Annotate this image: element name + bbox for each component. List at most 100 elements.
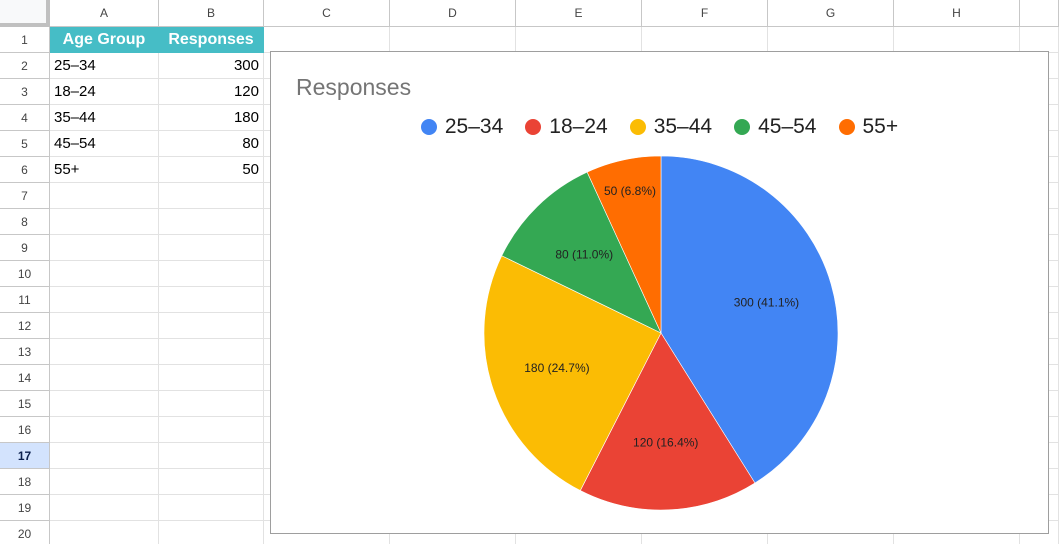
cell-b15[interactable] <box>159 391 264 417</box>
cell-b11[interactable] <box>159 287 264 313</box>
cell-b5[interactable]: 80 <box>159 131 264 157</box>
pie-slice-35-44[interactable] <box>483 255 662 491</box>
cell-i1[interactable] <box>1020 27 1059 53</box>
legend-item[interactable]: 18–24 <box>525 115 608 139</box>
pie-slice-25-34[interactable] <box>660 155 839 484</box>
cell-a19[interactable] <box>50 495 159 521</box>
slice-data-label: 300 (41.1%) <box>734 296 799 310</box>
column-header-a[interactable]: A <box>50 0 159 27</box>
pie-slice-18-24[interactable] <box>579 332 756 511</box>
row-header-7[interactable]: 7 <box>0 183 50 209</box>
legend-item[interactable]: 25–34 <box>420 115 504 139</box>
row-header-6[interactable]: 6 <box>0 157 50 183</box>
slice-data-label: 180 (24.7%) <box>524 361 589 375</box>
cell-a17[interactable] <box>50 443 159 469</box>
pie-chart[interactable]: Responses 25–34 18–24 35–44 45–54 55+ 300 (4… <box>270 51 1049 534</box>
column-header-d[interactable]: D <box>390 0 516 27</box>
cell-b2[interactable]: 300 <box>159 53 264 79</box>
row-header-9[interactable]: 9 <box>0 235 50 261</box>
cell-e1[interactable] <box>516 27 642 53</box>
cell-a11[interactable] <box>50 287 159 313</box>
legend-item[interactable]: 45–54 <box>734 115 817 139</box>
legend-dot-icon <box>734 119 751 135</box>
row-header-17[interactable]: 17 <box>0 443 50 469</box>
cell-a3[interactable]: 18–24 <box>50 79 159 105</box>
column-header-g[interactable]: G <box>768 0 894 27</box>
cell-b14[interactable] <box>159 365 264 391</box>
cell-a9[interactable] <box>50 235 159 261</box>
legend-dot-icon <box>420 119 437 135</box>
cell-a4[interactable]: 35–44 <box>50 105 159 131</box>
row-header-15[interactable]: 15 <box>0 391 50 417</box>
cell-a7[interactable] <box>50 183 159 209</box>
cell-b7[interactable] <box>159 183 264 209</box>
legend-label: 25–34 <box>444 115 504 138</box>
row-header-1[interactable]: 1 <box>0 27 50 53</box>
pie-slice-45-54[interactable] <box>501 171 662 334</box>
cell-a2[interactable]: 25–34 <box>50 53 159 79</box>
table-header-age-group[interactable]: Age Group <box>50 27 159 53</box>
row-header-11[interactable]: 11 <box>0 287 50 313</box>
cell-b19[interactable] <box>159 495 264 521</box>
legend-dot-icon <box>525 119 542 135</box>
cell-b16[interactable] <box>159 417 264 443</box>
row-header-2[interactable]: 2 <box>0 53 50 79</box>
cell-a18[interactable] <box>50 469 159 495</box>
cell-a20[interactable] <box>50 521 159 544</box>
cell-a5[interactable]: 45–54 <box>50 131 159 157</box>
row-header-4[interactable]: 4 <box>0 105 50 131</box>
column-header-i[interactable] <box>1020 0 1059 27</box>
cell-a6[interactable]: 55+ <box>50 157 159 183</box>
pie-slice-55[interactable] <box>586 155 662 334</box>
cell-f1[interactable] <box>642 27 768 53</box>
cell-a16[interactable] <box>50 417 159 443</box>
cell-b18[interactable] <box>159 469 264 495</box>
column-header-f[interactable]: F <box>642 0 768 27</box>
cell-b17[interactable] <box>159 443 264 469</box>
cell-a15[interactable] <box>50 391 159 417</box>
cell-d1[interactable] <box>390 27 516 53</box>
column-header-c[interactable]: C <box>264 0 390 27</box>
slice-data-label: 80 (11.0%) <box>555 248 613 262</box>
cell-b13[interactable] <box>159 339 264 365</box>
row-header-12[interactable]: 12 <box>0 313 50 339</box>
row-header-3[interactable]: 3 <box>0 79 50 105</box>
cell-h1[interactable] <box>894 27 1020 53</box>
column-header-e[interactable]: E <box>516 0 642 27</box>
select-all-corner[interactable] <box>0 0 50 27</box>
row-header-10[interactable]: 10 <box>0 261 50 287</box>
chart-title: Responses <box>296 74 412 100</box>
row-header-19[interactable]: 19 <box>0 495 50 521</box>
row-header-5[interactable]: 5 <box>0 131 50 157</box>
chart-legend: 25–34 18–24 35–44 45–54 55+ <box>271 115 1048 139</box>
legend-item[interactable]: 35–44 <box>629 115 712 139</box>
legend-label: 18–24 <box>549 115 608 138</box>
column-header-b[interactable]: B <box>159 0 264 27</box>
cell-g1[interactable] <box>768 27 894 53</box>
cell-b8[interactable] <box>159 209 264 235</box>
cell-b20[interactable] <box>159 521 264 544</box>
cell-a13[interactable] <box>50 339 159 365</box>
cell-b3[interactable]: 120 <box>159 79 264 105</box>
cell-b6[interactable]: 50 <box>159 157 264 183</box>
cell-b4[interactable]: 180 <box>159 105 264 131</box>
legend-item[interactable]: 55+ <box>838 115 899 139</box>
cell-b12[interactable] <box>159 313 264 339</box>
row-header-14[interactable]: 14 <box>0 365 50 391</box>
column-header-h[interactable]: H <box>894 0 1020 27</box>
cell-a12[interactable] <box>50 313 159 339</box>
cell-a14[interactable] <box>50 365 159 391</box>
row-header-18[interactable]: 18 <box>0 469 50 495</box>
row-header-16[interactable]: 16 <box>0 417 50 443</box>
row-header-20[interactable]: 20 <box>0 521 50 544</box>
cell-a8[interactable] <box>50 209 159 235</box>
cell-c1[interactable] <box>264 27 390 53</box>
cell-b9[interactable] <box>159 235 264 261</box>
pie-plot: 300 (41.1%) 120 (16.4%) 180 (24.7%) 80 (11.… <box>483 155 839 511</box>
row-header-8[interactable]: 8 <box>0 209 50 235</box>
table-header-responses[interactable]: Responses <box>159 27 264 53</box>
cell-b10[interactable] <box>159 261 264 287</box>
row-header-13[interactable]: 13 <box>0 339 50 365</box>
legend-label: 55+ <box>862 115 899 138</box>
cell-a10[interactable] <box>50 261 159 287</box>
